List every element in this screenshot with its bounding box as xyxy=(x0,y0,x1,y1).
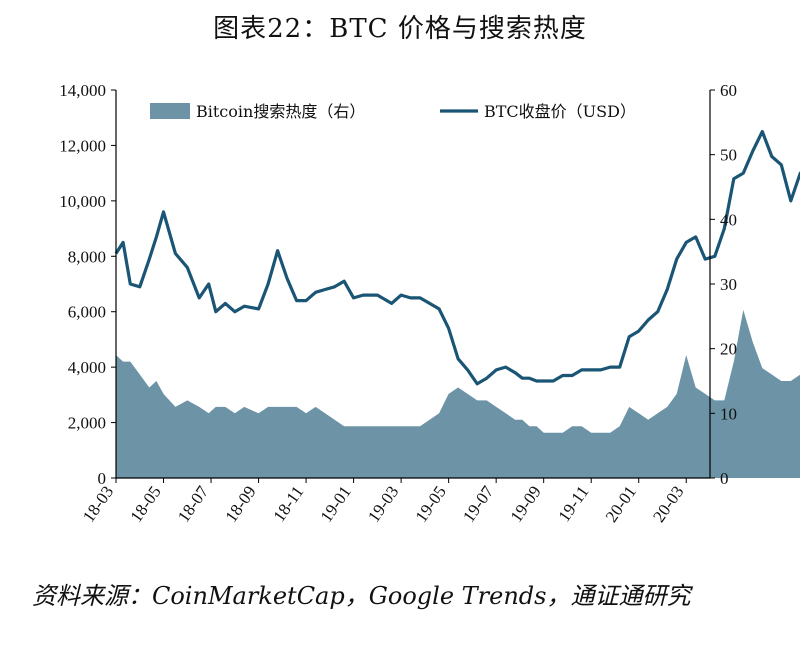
source-note: 资料来源：CoinMarketCap，Google Trends，通证通研究 xyxy=(32,582,691,610)
left-tick-label: 6,000 xyxy=(68,303,106,322)
chart-title: 图表22：BTC 价格与搜索热度 xyxy=(213,14,587,44)
left-tick-label: 0 xyxy=(98,469,107,488)
x-tick-label: 19-01 xyxy=(317,482,355,525)
x-tick-label: 18-11 xyxy=(269,482,307,525)
right-tick-label: 60 xyxy=(720,81,737,100)
right-tick-label: 50 xyxy=(720,146,737,165)
left-tick-label: 14,000 xyxy=(59,81,106,100)
left-tick-label: 10,000 xyxy=(59,192,106,211)
left-tick-label: 4,000 xyxy=(68,358,106,377)
x-tick-label: 19-03 xyxy=(364,482,402,525)
legend-swatch-area xyxy=(150,103,190,119)
right-tick-label: 0 xyxy=(720,469,729,488)
legend-label-search: Bitcoin搜索热度（右） xyxy=(196,102,365,121)
x-tick-label: 19-11 xyxy=(555,482,593,525)
btc-price-line xyxy=(114,130,800,386)
right-tick-label: 30 xyxy=(720,275,737,294)
area-layer xyxy=(116,309,800,478)
right-tick-label: 20 xyxy=(720,340,737,359)
legend-label-price: BTC收盘价（USD） xyxy=(484,102,636,121)
legend: Bitcoin搜索热度（右） BTC收盘价（USD） xyxy=(150,102,636,121)
left-tick-label: 2,000 xyxy=(68,414,106,433)
x-tick-label: 18-09 xyxy=(222,482,260,525)
right-tick-label: 10 xyxy=(720,404,737,423)
x-tick-label: 18-03 xyxy=(79,482,117,525)
line-layer xyxy=(114,130,800,386)
search-interest-area xyxy=(116,309,800,478)
left-tick-label: 12,000 xyxy=(59,136,106,155)
x-tick-label: 19-05 xyxy=(412,482,450,525)
x-tick-label: 20-03 xyxy=(649,482,687,525)
x-tick-label: 18-07 xyxy=(174,482,213,526)
x-tick-label: 20-01 xyxy=(602,482,640,525)
right-tick-label: 40 xyxy=(720,210,737,229)
x-tick-label: 18-05 xyxy=(126,482,164,525)
x-tick-label: 19-09 xyxy=(507,482,545,525)
x-tick-label: 19-07 xyxy=(459,482,498,526)
left-tick-label: 8,000 xyxy=(68,247,106,266)
